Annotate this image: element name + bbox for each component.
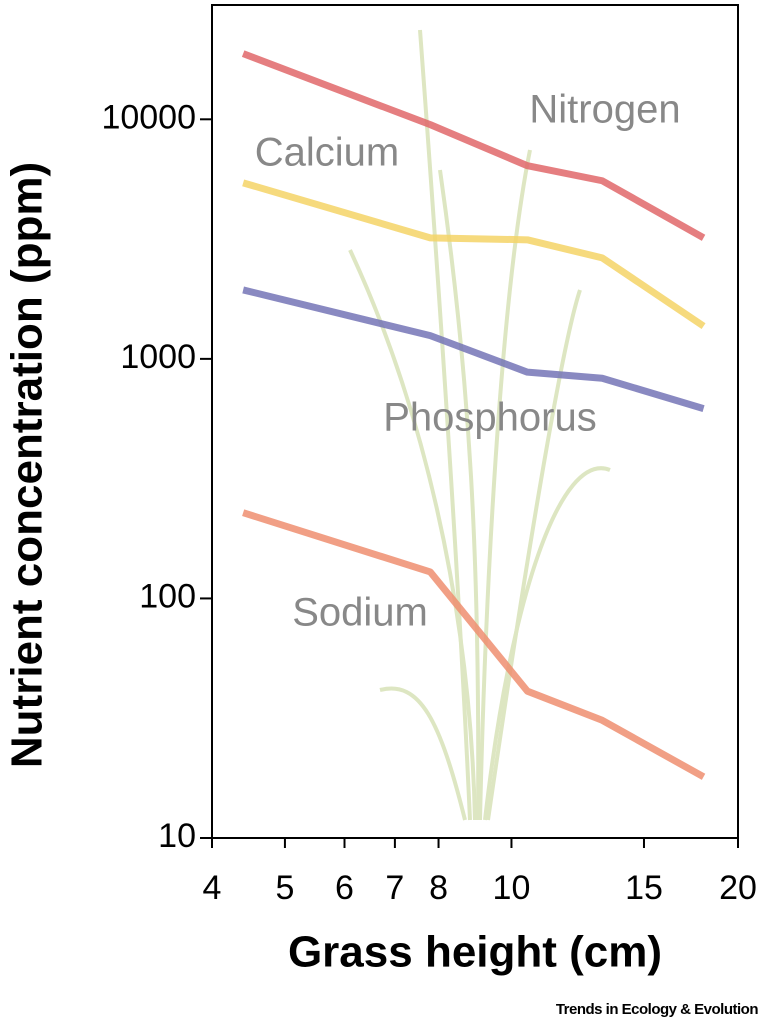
y-tick-label: 10000 [101, 98, 196, 136]
x-axis-title: Grass height (cm) [288, 928, 662, 977]
series-label: Nitrogen [529, 88, 680, 132]
y-tick-label: 1000 [120, 338, 196, 376]
series-label: Sodium [292, 591, 428, 635]
series-line [241, 50, 706, 241]
y-axis-title: Nutrient concentration (ppm) [3, 162, 52, 768]
credit: Trends in Ecology & Evolution [556, 1001, 759, 1018]
x-tick-label: 5 [275, 869, 294, 907]
series-label: Calcium [255, 131, 399, 175]
x-tick-label: 10 [493, 869, 531, 907]
x-tick-label: 15 [625, 869, 663, 907]
x-tick-label: 8 [429, 869, 448, 907]
x-tick-label: 7 [385, 869, 404, 907]
x-tick-label: 20 [719, 869, 757, 907]
series-line [242, 509, 706, 780]
series-line [242, 179, 706, 330]
y-tick-label: 100 [139, 577, 196, 615]
series-line [242, 286, 705, 412]
x-tick-label: 6 [335, 869, 354, 907]
plot-frame [211, 4, 739, 839]
y-tick-label: 10 [158, 817, 196, 855]
x-tick-label: 4 [203, 869, 222, 907]
series-label: Phosphorus [383, 396, 596, 440]
grass-illustration [348, 29, 611, 821]
